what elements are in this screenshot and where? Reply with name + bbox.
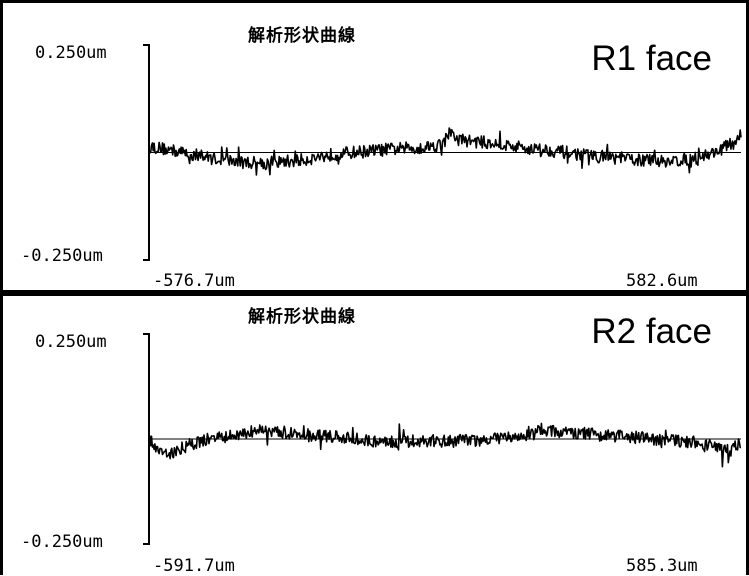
x-min-label: -591.7um: [153, 556, 235, 576]
profile-series-line: [148, 127, 742, 176]
y-min-label: -0.250um: [21, 532, 103, 552]
y-axis: [143, 44, 150, 261]
face-label: R2 face: [591, 312, 712, 351]
x-max-label: 585.3um: [626, 556, 698, 576]
profile-plot-r2: [143, 333, 742, 545]
y-max-label: 0.250um: [35, 43, 107, 63]
chart-title: 解析形状曲線: [248, 26, 356, 46]
y-axis: [143, 333, 150, 545]
x-min-label: -576.7um: [153, 271, 235, 291]
y-min-label: -0.250um: [21, 246, 103, 266]
y-max-label: 0.250um: [35, 332, 107, 352]
chart-panel-r1: 解析形状曲線 R1 face 0.250um -0.250um -576.7um…: [0, 0, 749, 292]
face-label: R1 face: [591, 39, 712, 78]
chart-title: 解析形状曲線: [248, 307, 356, 327]
x-max-label: 582.6um: [626, 271, 698, 291]
chart-panel-r2: 解析形状曲線 R2 face 0.250um -0.250um -591.7um…: [0, 292, 749, 576]
profile-series-line: [148, 422, 742, 468]
profile-plot-r1: [143, 44, 742, 261]
